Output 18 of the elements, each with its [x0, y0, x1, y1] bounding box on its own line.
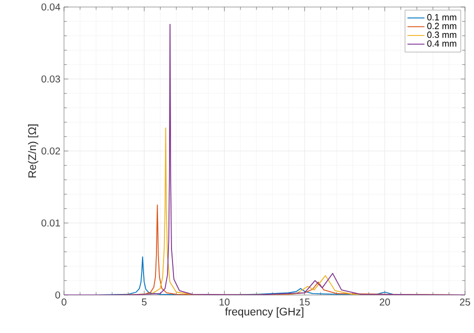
legend-label: 0.4 mm — [427, 40, 456, 47]
legend-label: 0.2 mm — [427, 22, 456, 30]
x-tick-label: 0 — [62, 298, 66, 306]
x-tick-label: 15 — [300, 298, 310, 306]
legend-label: 0.1 mm — [427, 14, 456, 20]
line-series — [64, 24, 465, 295]
y-tick-label: 0.03 — [41, 75, 60, 83]
y-tick-label: 0.02 — [41, 147, 60, 155]
y-axis-title: Re(Z/n) [Ω] — [28, 124, 38, 178]
x-tick-label: 5 — [142, 298, 147, 306]
x-tick-label: 20 — [380, 298, 390, 306]
y-tick-label: 0.01 — [41, 219, 60, 227]
x-tick-label: 10 — [220, 298, 230, 306]
x-axis-title: frequency [GHz] — [225, 307, 304, 318]
y-tick-label: 0 — [55, 291, 60, 299]
legend-label: 0.3 mm — [427, 32, 456, 38]
y-tick-label: 0.04 — [41, 3, 60, 11]
x-tick-label: 25 — [460, 298, 470, 306]
